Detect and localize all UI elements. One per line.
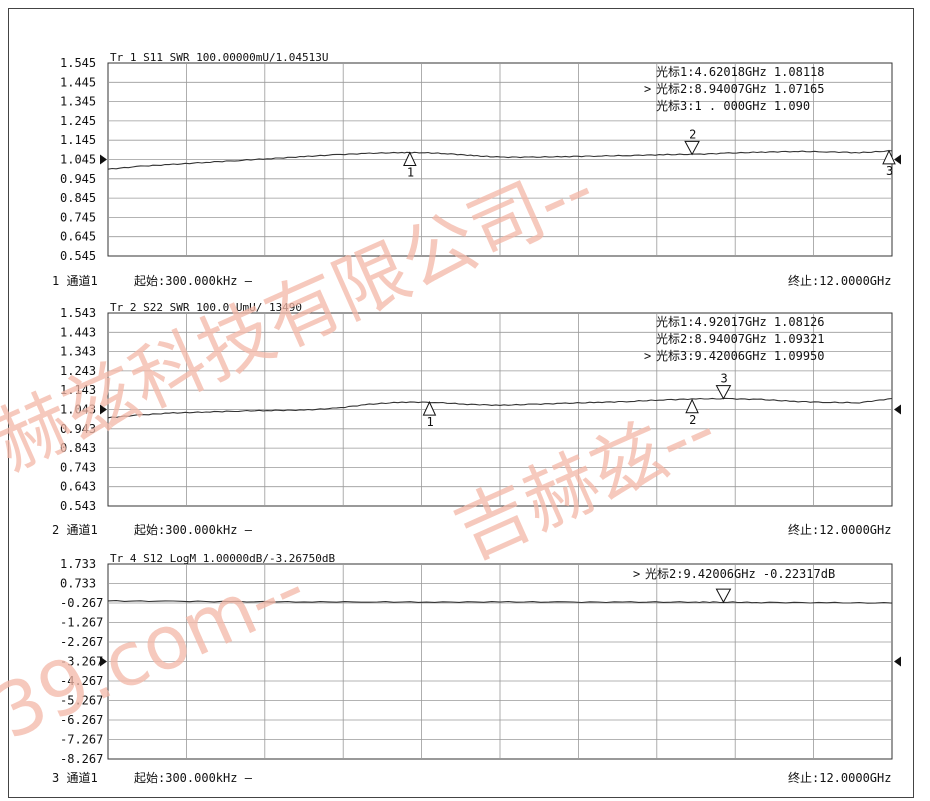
y-tick-label: 0.643 (60, 480, 96, 494)
y-tick-label: -6.267 (60, 713, 103, 727)
marker-id-label: 2 (689, 413, 696, 427)
y-tick-label: 0.733 (60, 577, 96, 591)
y-tick-label: 0.543 (60, 499, 96, 513)
marker-readout: 光标2:8.94007GHz 1.07165 (656, 82, 825, 96)
active-marker-indicator: > (644, 82, 651, 96)
y-tick-label: 1.243 (60, 364, 96, 378)
marker-readout: 光标2:9.42006GHz -0.22317dB (645, 567, 835, 581)
y-tick-label: 0.745 (60, 210, 96, 224)
y-tick-label: 0.743 (60, 460, 96, 474)
y-tick-label: 1.245 (60, 114, 96, 128)
chart-panel-2: 1.543 1.443 1.343 1.243 1.143 1.043 0.943 0.843… (52, 301, 901, 537)
y-tick-label: 0.645 (60, 230, 96, 244)
trace-header: Tr 4 S12 LogM 1.00000dB/-3.26750dB (110, 552, 336, 565)
ref-level-left-arrow (100, 154, 107, 165)
marker-id-label: 1 (426, 415, 433, 429)
y-tick-label: 1.733 (60, 557, 96, 571)
y-tick-label: 0.945 (60, 172, 96, 186)
y-tick-label: -3.267 (60, 655, 103, 669)
ref-level-left-arrow (100, 656, 107, 667)
y-tick-label: -4.267 (60, 674, 103, 688)
marker-triangle-2[interactable] (685, 398, 699, 414)
watermark-line-3: 39.com-- (0, 544, 318, 756)
y-tick-label: 1.443 (60, 325, 96, 339)
marker-id-label: 3 (720, 372, 727, 386)
marker-triangle-3[interactable] (715, 385, 732, 400)
y-tick-label: 0.845 (60, 191, 96, 205)
active-marker-indicator: > (633, 567, 640, 581)
y-tick-label: -1.267 (60, 616, 103, 630)
y-tick-label: 1.343 (60, 345, 96, 359)
ref-level-right-arrow (894, 404, 901, 415)
trace-line (107, 150, 893, 170)
marker-triangle-1[interactable] (422, 400, 437, 416)
y-tick-label: 1.345 (60, 95, 96, 109)
ref-level-right-arrow (894, 154, 901, 165)
y-tick-label: -7.267 (60, 733, 103, 747)
marker-triangle-2[interactable] (684, 140, 700, 156)
y-tick-label: 1.545 (60, 56, 96, 70)
marker-triangle-1[interactable] (403, 151, 417, 167)
stop-frequency: 终止:12.0000GHz (788, 522, 891, 537)
start-frequency: 起始:300.000kHz — (134, 523, 253, 537)
marker-id-label: 2 (689, 127, 696, 141)
y-tick-label: -0.267 (60, 596, 103, 610)
marker-readout: 光标2:8.94007GHz 1.09321 (656, 332, 825, 346)
channel-label: 3 通道1 (52, 771, 98, 785)
ref-level-left-arrow (100, 404, 107, 415)
trace-line (107, 397, 893, 419)
y-tick-label: 1.045 (60, 153, 96, 167)
marker-id-label: 3 (886, 164, 893, 178)
marker-id-label: 1 (407, 166, 414, 180)
y-tick-label: 1.445 (60, 75, 96, 89)
stop-frequency: 终止:12.0000GHz (788, 770, 891, 785)
watermark-line-2: 吉赫兹-- (442, 386, 729, 577)
display-border (8, 8, 914, 798)
chart-panel-3: 1.733 0.733 -0.267 -1.267 -2.267 -3.267 -4.267… (52, 552, 901, 785)
y-tick-label: 1.543 (60, 306, 96, 320)
ref-level-right-arrow (894, 656, 901, 667)
trace-header: Tr 1 S11 SWR 100.00000mU/1.04513U (110, 51, 329, 64)
marker-readout: 光标1:4.92017GHz 1.08126 (656, 315, 825, 329)
y-tick-label: -2.267 (60, 635, 103, 649)
marker-triangle-2[interactable] (715, 588, 732, 604)
trace-line (107, 600, 893, 604)
active-marker-indicator: > (644, 349, 651, 363)
start-frequency: 起始:300.000kHz — (134, 274, 253, 288)
y-tick-label: 0.545 (60, 249, 96, 263)
y-tick-label: 1.043 (60, 403, 96, 417)
channel-label: 1 通道1 (52, 274, 98, 288)
stop-frequency: 终止:12.0000GHz (788, 273, 891, 288)
y-tick-label: 0.843 (60, 441, 96, 455)
y-tick-label: 1.145 (60, 133, 96, 147)
y-tick-label: 0.943 (60, 422, 96, 436)
chart-panel-1: 1.545 1.445 1.345 1.245 1.145 1.045 0.945 0.845… (52, 51, 901, 288)
y-tick-label: -5.267 (60, 694, 103, 708)
y-tick-label: 1.143 (60, 383, 96, 397)
trace-header: Tr 2 S22 SWR 100.0 UmU/ 13490 (110, 301, 302, 314)
channel-label: 2 通道1 (52, 523, 98, 537)
start-frequency: 起始:300.000kHz — (134, 771, 253, 785)
marker-readout: 光标3:9.42006GHz 1.09950 (656, 349, 825, 363)
marker-readout: 光标1:4.62018GHz 1.08118 (656, 65, 825, 79)
marker-triangle-3[interactable] (882, 149, 896, 165)
marker-readout: 光标3:1 . 000GHz 1.090 (656, 99, 810, 113)
y-tick-label: -8.267 (60, 752, 103, 766)
